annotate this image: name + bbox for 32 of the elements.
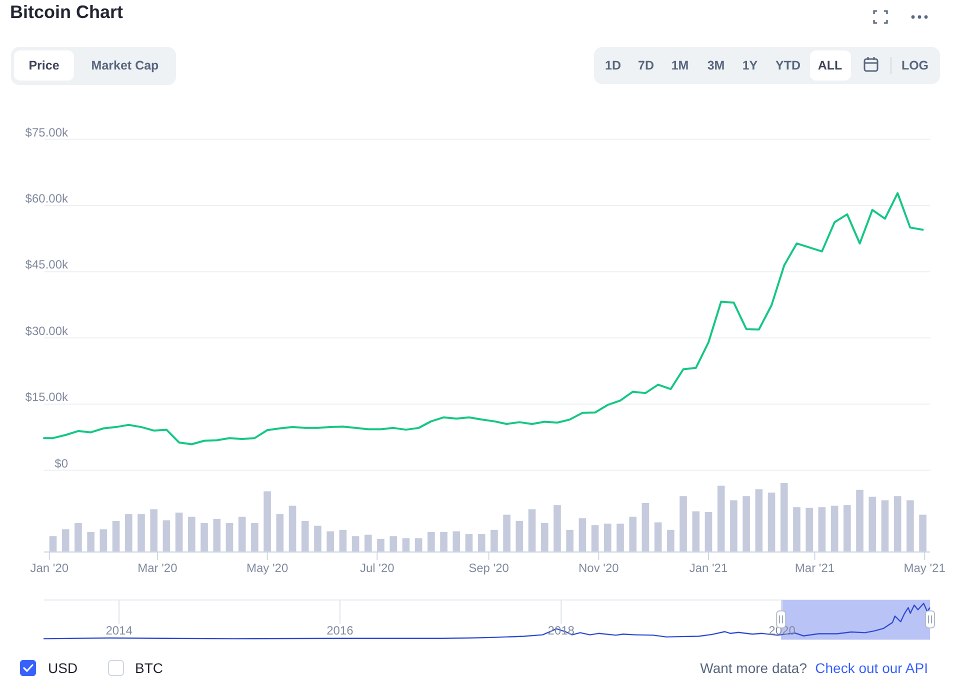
text: BTC bbox=[135, 660, 163, 676]
text: Check out our API bbox=[815, 660, 928, 676]
text: Price bbox=[28, 58, 60, 72]
text: Market Cap bbox=[91, 58, 160, 72]
text: 3M bbox=[707, 58, 725, 72]
x-tick-label: Nov '20 bbox=[578, 561, 620, 575]
x-tick-label: 2016 bbox=[326, 624, 354, 638]
x-tick-label: May '20 bbox=[246, 561, 288, 575]
text: 7D bbox=[638, 58, 654, 72]
text: 1Y bbox=[742, 58, 758, 72]
text: 1M bbox=[671, 58, 689, 72]
x-tick-label: Jul '20 bbox=[360, 561, 395, 575]
y-tick-label: $0 bbox=[54, 456, 68, 470]
x-tick-label: 2014 bbox=[106, 624, 133, 638]
x-tick-label: Mar '20 bbox=[138, 561, 178, 575]
text: LOG bbox=[901, 58, 929, 72]
text: YTD bbox=[776, 58, 800, 72]
text: ALL bbox=[818, 58, 843, 72]
x-tick-label: Mar '21 bbox=[794, 561, 835, 575]
y-tick-label: $45.00k bbox=[25, 258, 69, 272]
text: USD bbox=[48, 660, 78, 676]
y-tick-label: $60.00k bbox=[25, 192, 69, 206]
x-tick-label: Sep '20 bbox=[468, 561, 510, 575]
y-tick-label: $75.00k bbox=[25, 125, 69, 140]
y-tick-label: $15.00k bbox=[25, 390, 69, 404]
text: Want more data? bbox=[700, 660, 808, 676]
y-tick-label: $30.00k bbox=[25, 324, 69, 338]
x-tick-label: Jan '21 bbox=[689, 561, 728, 575]
x-tick-label: Jan '20 bbox=[30, 561, 69, 575]
x-tick-label: May '21 bbox=[904, 561, 946, 575]
text: Bitcoin Chart bbox=[10, 2, 124, 22]
text: 1D bbox=[605, 58, 621, 72]
